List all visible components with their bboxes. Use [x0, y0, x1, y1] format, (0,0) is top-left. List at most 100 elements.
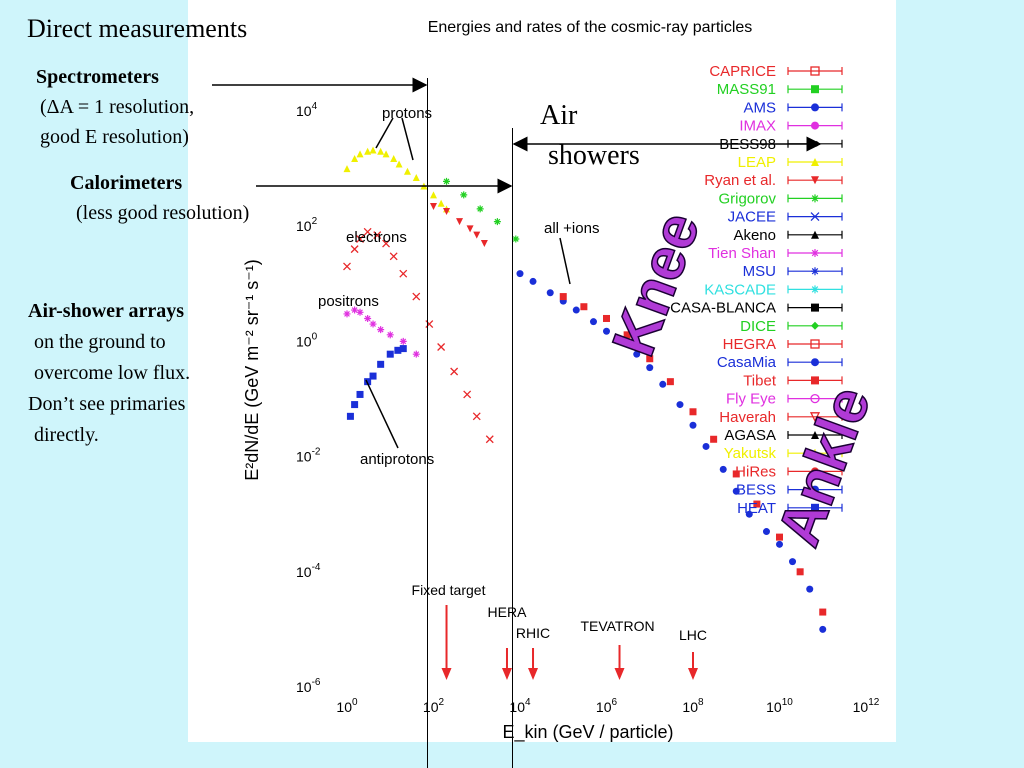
point-protons-ryan- [473, 231, 481, 239]
point-all-ions-red- [623, 331, 631, 339]
legend-label: Fly Eye [726, 391, 776, 408]
point-all-ions-red- [796, 568, 804, 576]
arrow-protons-left [375, 117, 394, 149]
legend-marker [811, 285, 819, 294]
legend-label: MSU [743, 263, 776, 280]
legend-label: Tien Shan [708, 245, 776, 262]
accelerator-arrowhead [688, 668, 698, 680]
accelerator-arrowhead [614, 668, 625, 680]
legend-marker [811, 85, 819, 94]
x-tick-label: 1012 [853, 697, 880, 715]
airshower-arrays-line4: directly. [34, 424, 99, 446]
legend-marker [810, 66, 820, 76]
point-all-ions [676, 401, 684, 409]
calorimeters-line1: (less good resolution) [76, 202, 250, 224]
accelerator-arrowhead [501, 668, 512, 680]
point-electrons [382, 239, 391, 248]
point-all-ions [633, 350, 641, 358]
point-protons-ryan- [480, 240, 488, 248]
point-protons [395, 160, 403, 168]
legend-label: MASS91 [717, 81, 776, 98]
point-protons-grigorov- [476, 205, 484, 213]
point-antiprotons [364, 378, 372, 386]
point-protons [412, 174, 420, 182]
point-all-ions-red- [753, 500, 761, 508]
point-all-ions-red- [646, 355, 654, 363]
point-protons [377, 147, 385, 155]
y-tick-label: 102 [296, 216, 318, 234]
legend-label: LEAP [738, 154, 776, 171]
point-all-ions [732, 487, 740, 495]
legend-marker [811, 303, 819, 312]
legend-marker [811, 176, 819, 185]
legend-label: HEAT [737, 500, 776, 517]
label-electrons: electrons [346, 229, 407, 246]
legend-errorbar [787, 394, 843, 403]
legend-label: Ryan et al. [704, 172, 776, 189]
legend-label: HEGRA [723, 336, 776, 353]
legend-label: BESS [736, 482, 776, 499]
point-all-ions-red- [580, 303, 588, 311]
point-positrons [343, 310, 351, 318]
y-tick-label: 10-2 [296, 447, 321, 465]
legend-marker [811, 158, 819, 166]
x-tick-label: 1010 [766, 697, 793, 715]
legend-marker [811, 103, 819, 112]
point-positrons [369, 320, 377, 328]
legend-marker [811, 485, 819, 494]
accelerator-arrowhead [528, 668, 539, 680]
point-positrons [399, 337, 407, 345]
legend-label: HiRes [735, 463, 776, 480]
legend-label: Tibet [743, 372, 777, 389]
point-all-ions [789, 558, 797, 566]
point-all-ions-red- [732, 470, 740, 478]
point-electrons [389, 252, 398, 261]
x-axis-label: E_kin (GeV / particle) [502, 722, 673, 742]
point-all-ions [745, 510, 753, 518]
chart-title: Energies and rates of the cosmic-ray par… [428, 19, 753, 36]
legend-marker [811, 503, 819, 512]
point-all-ions [776, 540, 783, 548]
legend-label: Haverah [719, 409, 776, 426]
accelerator-label: RHIC [516, 625, 550, 641]
legend-label: Grigorov [718, 190, 776, 207]
air-showers-line1: Air [540, 100, 578, 131]
point-electrons [450, 367, 459, 376]
airshower-arrays-line2: overcome low flux. [34, 362, 191, 384]
point-all-ions [819, 625, 827, 633]
legend-errorbar [787, 340, 843, 348]
legend-marker [810, 393, 820, 404]
label-all-ions: all +ions [544, 220, 599, 237]
spectrometers-line2: good E resolution) [40, 126, 189, 148]
slide-title: Direct measurements [27, 14, 248, 43]
airshower-arrays-line1: on the ground to [34, 331, 166, 353]
y-axis-label: E²dN/dE (GeV m⁻² sr⁻¹ s⁻¹) [242, 259, 262, 481]
legend-marker [811, 249, 819, 257]
label-antiprotons: antiprotons [360, 451, 434, 468]
legend-label: Akeno [733, 227, 776, 244]
point-protons-grigorov- [460, 191, 468, 199]
airshower-arrays-line3: Don’t see primaries [28, 393, 186, 415]
point-all-ions [719, 465, 727, 473]
point-protons [382, 150, 390, 158]
point-electrons [343, 262, 351, 271]
legend-label: Yakutsk [724, 445, 777, 462]
point-protons [343, 165, 351, 173]
accelerator-label: HERA [488, 604, 528, 620]
point-all-ions-red- [666, 378, 674, 386]
point-protons [351, 154, 359, 162]
point-all-ions [529, 277, 537, 285]
point-electrons [399, 269, 408, 278]
point-electrons [485, 435, 494, 444]
arrow-protons-right [401, 117, 414, 161]
point-antiprotons [346, 412, 354, 420]
point-protons-ryan- [430, 202, 437, 210]
point-protons-ryan- [466, 225, 474, 233]
point-positrons [364, 314, 372, 322]
legend-label: CASA-BLANCA [670, 300, 776, 317]
legend-marker [811, 431, 819, 439]
label-protons: protons [382, 105, 432, 122]
point-all-ions [616, 337, 624, 345]
point-positrons [351, 306, 359, 314]
arrow-all-ions [559, 237, 571, 285]
